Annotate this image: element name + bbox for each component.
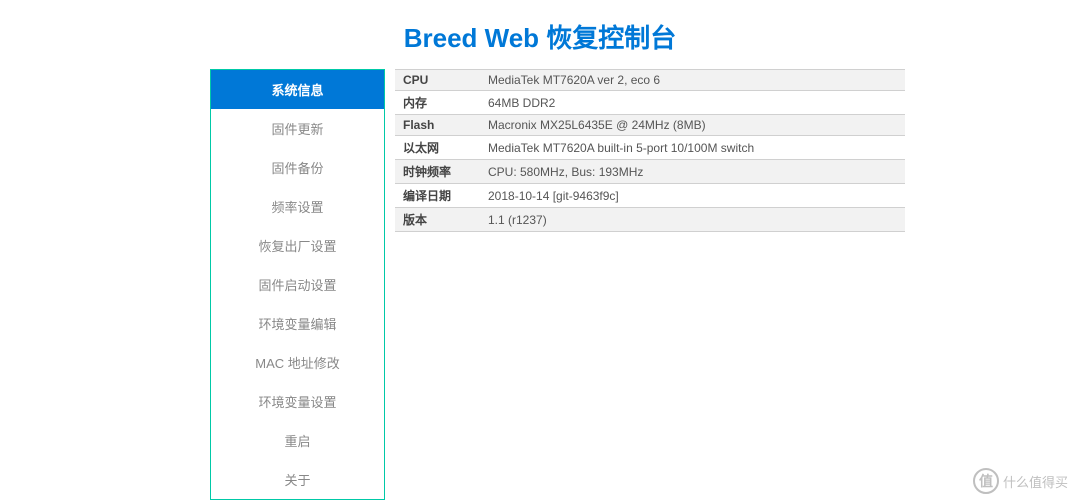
info-label-memory: 内存 xyxy=(395,91,480,115)
page-title: Breed Web 恢复控制台 xyxy=(0,0,1080,69)
sidebar-item-system-info[interactable]: 系统信息 xyxy=(211,70,384,109)
table-row: 版本 1.1 (r1237) xyxy=(395,208,905,232)
table-row: CPU MediaTek MT7620A ver 2, eco 6 xyxy=(395,70,905,91)
table-row: 编译日期 2018-10-14 [git-9463f9c] xyxy=(395,184,905,208)
info-label-ethernet: 以太网 xyxy=(395,136,480,160)
info-value-cpu: MediaTek MT7620A ver 2, eco 6 xyxy=(480,70,905,91)
info-value-ethernet: MediaTek MT7620A built-in 5-port 10/100M… xyxy=(480,136,905,160)
info-label-build-date: 编译日期 xyxy=(395,184,480,208)
sidebar-item-firmware-boot[interactable]: 固件启动设置 xyxy=(211,265,384,304)
info-label-cpu: CPU xyxy=(395,70,480,91)
info-value-flash: Macronix MX25L6435E @ 24MHz (8MB) xyxy=(480,115,905,136)
watermark-text: 什么值得买 xyxy=(1003,472,1068,491)
info-label-version: 版本 xyxy=(395,208,480,232)
table-row: Flash Macronix MX25L6435E @ 24MHz (8MB) xyxy=(395,115,905,136)
watermark-icon: 值 xyxy=(973,468,999,494)
sidebar-item-about[interactable]: 关于 xyxy=(211,460,384,499)
info-label-flash: Flash xyxy=(395,115,480,136)
sidebar-item-factory-reset[interactable]: 恢复出厂设置 xyxy=(211,226,384,265)
info-value-build-date: 2018-10-14 [git-9463f9c] xyxy=(480,184,905,208)
info-value-clock: CPU: 580MHz, Bus: 193MHz xyxy=(480,160,905,184)
table-row: 内存 64MB DDR2 xyxy=(395,91,905,115)
sidebar-item-reboot[interactable]: 重启 xyxy=(211,421,384,460)
content-wrapper: 系统信息 固件更新 固件备份 频率设置 恢复出厂设置 固件启动设置 环境变量编辑… xyxy=(0,69,1080,500)
sidebar: 系统信息 固件更新 固件备份 频率设置 恢复出厂设置 固件启动设置 环境变量编辑… xyxy=(210,69,385,500)
sidebar-item-mac-address[interactable]: MAC 地址修改 xyxy=(211,343,384,382)
sidebar-item-firmware-update[interactable]: 固件更新 xyxy=(211,109,384,148)
info-label-clock: 时钟频率 xyxy=(395,160,480,184)
info-value-version: 1.1 (r1237) xyxy=(480,208,905,232)
sidebar-item-frequency-settings[interactable]: 频率设置 xyxy=(211,187,384,226)
system-info-table: CPU MediaTek MT7620A ver 2, eco 6 内存 64M… xyxy=(395,69,905,232)
sidebar-item-env-settings[interactable]: 环境变量设置 xyxy=(211,382,384,421)
sidebar-item-firmware-backup[interactable]: 固件备份 xyxy=(211,148,384,187)
info-value-memory: 64MB DDR2 xyxy=(480,91,905,115)
sidebar-item-env-edit[interactable]: 环境变量编辑 xyxy=(211,304,384,343)
table-row: 时钟频率 CPU: 580MHz, Bus: 193MHz xyxy=(395,160,905,184)
watermark: 值 什么值得买 xyxy=(973,468,1068,494)
table-row: 以太网 MediaTek MT7620A built-in 5-port 10/… xyxy=(395,136,905,160)
main-panel: CPU MediaTek MT7620A ver 2, eco 6 内存 64M… xyxy=(395,69,905,500)
